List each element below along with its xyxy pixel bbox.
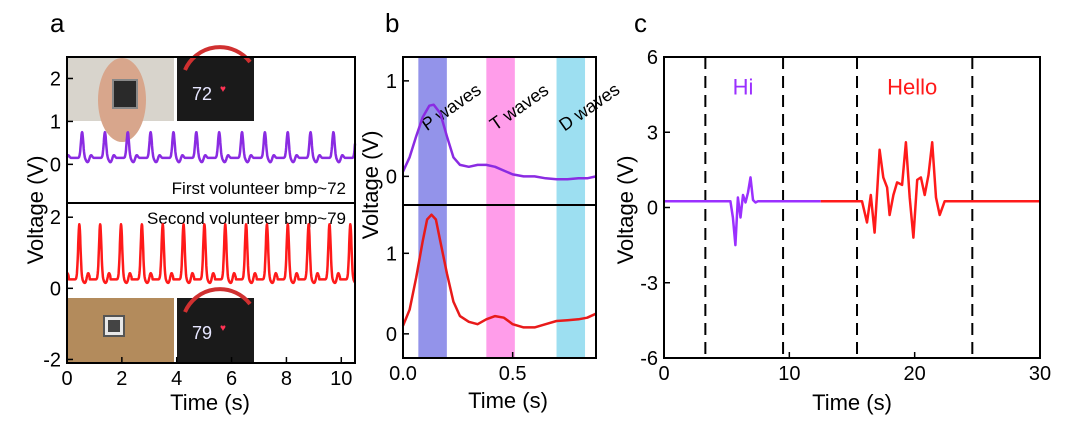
panel-label-a: a bbox=[50, 8, 65, 38]
a-xtick-label: 10 bbox=[330, 368, 352, 390]
c-series-line-hi bbox=[664, 176, 821, 247]
a-bottom-frame bbox=[66, 202, 356, 364]
c-xtick-label: 0 bbox=[658, 363, 669, 385]
b-top-series-line bbox=[401, 103, 597, 181]
b-xtick-label: 0.5 bbox=[499, 363, 527, 385]
b-bottom-ytick-label: 0 bbox=[386, 324, 397, 346]
c-ytick-label: 3 bbox=[647, 122, 658, 144]
a-bottom-photo-watch: 79 ♥ bbox=[177, 287, 254, 363]
heart-icon: ♥ bbox=[220, 323, 226, 334]
b-bottom-series-line bbox=[401, 213, 597, 329]
b-xtick-label: 0.0 bbox=[389, 363, 417, 385]
a-top-ytick-label: 0 bbox=[50, 154, 61, 176]
a-bottom-annotation: Second volunteer bmp~79 bbox=[147, 209, 346, 228]
c-xtick-label: 10 bbox=[778, 363, 800, 385]
a-bottom-ytick-label: 0 bbox=[50, 278, 61, 300]
c-xtick-label: 30 bbox=[1029, 363, 1051, 385]
c-word-hi: Hi bbox=[733, 75, 754, 100]
panel-label-c: c bbox=[634, 8, 647, 38]
a-xtick-label: 6 bbox=[226, 368, 237, 390]
c-ytick-label: -3 bbox=[640, 273, 658, 295]
a-bottom-series-line bbox=[66, 223, 356, 285]
c-ytick-label: 6 bbox=[647, 47, 658, 69]
a-xtick-label: 2 bbox=[116, 368, 127, 390]
b-top-ytick-label: 1 bbox=[386, 71, 397, 93]
heart-icon: ♥ bbox=[220, 84, 226, 95]
a-bottom-ytick-label: -2 bbox=[43, 349, 61, 371]
c-ylabel: Voltage (V) bbox=[613, 156, 638, 265]
a-ylabel: Voltage (V) bbox=[23, 156, 48, 265]
a-bottom-photo-wrist bbox=[67, 298, 174, 363]
b-top-ytick-label: 0 bbox=[386, 166, 397, 188]
c-xtick-label: 20 bbox=[904, 363, 926, 385]
c-series-line-hello bbox=[820, 141, 1040, 239]
a-bottom-ytick-label: 2 bbox=[50, 207, 61, 229]
c-xlabel: Time (s) bbox=[812, 390, 892, 415]
b-bottom-frame bbox=[402, 204, 597, 359]
a-top-annotation: First volunteer bmp~72 bbox=[172, 179, 346, 198]
a-top-series-line bbox=[65, 130, 357, 164]
a-xtick-label: 0 bbox=[61, 368, 72, 390]
b-xlabel: Time (s) bbox=[468, 388, 548, 413]
b-band-1 bbox=[486, 57, 515, 358]
a-top-watch-reading: 72 bbox=[192, 84, 212, 104]
a-xtick-label: 4 bbox=[171, 368, 182, 390]
panel-label-b: b bbox=[385, 8, 399, 38]
a-xtick-label: 8 bbox=[281, 368, 292, 390]
c-ytick-label: -6 bbox=[640, 348, 658, 370]
a-top-ytick-label: 2 bbox=[50, 68, 61, 90]
b-band-0 bbox=[418, 57, 447, 358]
b-ylabel: Voltage (V) bbox=[358, 131, 383, 240]
c-word-hello: Hello bbox=[887, 75, 937, 100]
a-xlabel: Time (s) bbox=[170, 390, 250, 415]
b-bottom-ytick-label: 1 bbox=[386, 243, 397, 265]
c-frame bbox=[663, 56, 1041, 359]
a-top-photo-finger bbox=[67, 57, 174, 142]
b-band-2 bbox=[556, 57, 586, 358]
c-ytick-label: 0 bbox=[647, 198, 658, 220]
a-top-photo-watch: 72 ♥ bbox=[177, 45, 254, 121]
a-bottom-watch-reading: 79 bbox=[192, 323, 212, 343]
a-top-ytick-label: 1 bbox=[50, 111, 61, 133]
